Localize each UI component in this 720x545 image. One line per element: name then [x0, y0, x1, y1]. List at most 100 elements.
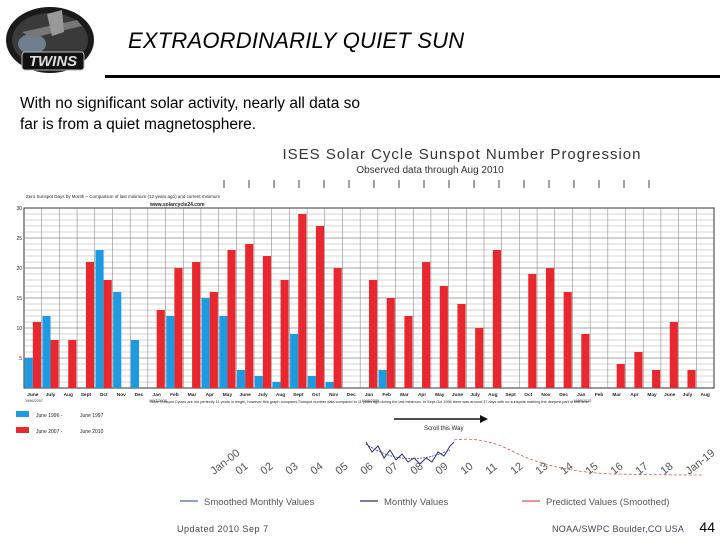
progression-year-label: 17	[633, 460, 650, 477]
month-label: May	[435, 392, 445, 398]
bar-2007	[32, 322, 41, 388]
year-label: 1998/2009	[361, 399, 379, 403]
month-label: Oct	[524, 392, 532, 398]
progression-year-label: 01	[233, 460, 250, 477]
y-tick-label: 15	[16, 296, 22, 302]
year-label: 1997/2008	[149, 399, 167, 403]
bar-1996	[378, 370, 387, 388]
month-label: July	[258, 392, 268, 398]
month-label: Apr	[206, 392, 214, 398]
lower-legend-label: Monthly Values	[384, 497, 448, 508]
bar-1996	[113, 292, 122, 388]
bar-1996	[254, 376, 263, 388]
title-rule	[105, 75, 720, 78]
year-label: 1996/2007	[25, 399, 43, 403]
bar-2007	[192, 262, 201, 388]
progression-year-label: 18	[658, 460, 675, 477]
bar-2007	[634, 352, 643, 388]
progression-year-label: 11	[483, 461, 499, 477]
bar-2007	[298, 214, 307, 388]
y-tick-label: 20	[16, 266, 22, 272]
legend-2007-start: June 2007 -	[36, 429, 63, 435]
chart-annotation: Solar Sunspot Cycles are not perfectly 1…	[150, 400, 590, 404]
slide-title: EXTRAORDINARILY QUIET SUN	[128, 28, 465, 53]
bar-2007	[528, 274, 537, 388]
legend-1996-end: June 1997	[80, 413, 104, 419]
bar-2007	[669, 322, 678, 388]
year-label: 1999/2010	[573, 399, 591, 403]
bar-2007	[545, 268, 555, 388]
bar-2007	[50, 340, 59, 388]
bar-2007	[280, 280, 289, 388]
sunspot-chart: ISES Solar Cycle Sunspot Number Progress…	[16, 146, 717, 534]
slide-subtitle: With no significant solar activity, near…	[20, 95, 361, 133]
month-label: Nov	[329, 392, 338, 398]
y-tick-label: 5	[19, 356, 22, 362]
month-label: Oct	[312, 392, 320, 398]
y-tick-label: 10	[16, 326, 22, 332]
bar-1996	[307, 376, 316, 388]
bar-1996	[325, 382, 334, 388]
bar-2007	[687, 370, 696, 388]
lower-legend-label: Predicted Values (Smoothed)	[546, 497, 669, 508]
progression-year-label: 12	[508, 460, 525, 477]
scroll-arrow-head	[480, 415, 488, 423]
monthly-values-line	[365, 441, 455, 465]
month-label: Oct	[100, 392, 108, 398]
bar-2007	[369, 280, 378, 388]
bar-1996	[130, 340, 139, 388]
progression-year-label: 07	[383, 460, 400, 477]
bar-2007	[85, 262, 95, 388]
month-label: Jan	[153, 392, 161, 398]
bar-2007	[386, 298, 395, 388]
bar-1996	[290, 334, 299, 388]
bar-1996	[95, 250, 104, 388]
footer-noaa: NOAA/SWPC Boulder,CO USA	[552, 524, 684, 534]
month-label: June	[240, 392, 252, 398]
bar-1996	[42, 316, 51, 388]
month-label: Jan	[577, 392, 585, 398]
month-label: Aug	[488, 392, 497, 398]
footer-updated: Updated 2010 Sep 7	[177, 524, 269, 534]
y-tick-label: 25	[16, 236, 22, 242]
progression-year-label: 08	[408, 460, 425, 477]
progression-year-label: 06	[358, 460, 375, 477]
month-label: Apr	[630, 392, 638, 398]
month-label: Mar	[612, 392, 621, 398]
bar-2007	[245, 244, 254, 388]
progression-year-label: 04	[308, 460, 325, 477]
bar-2007	[315, 226, 325, 388]
bar-2007	[652, 370, 661, 388]
bar-2007	[457, 304, 466, 388]
month-label: Mar	[188, 392, 197, 398]
progression-year-label: 10	[458, 460, 475, 477]
chart-note: Zero Sunspot Days by Month – Comparison …	[26, 194, 220, 199]
month-label: Feb	[170, 392, 179, 398]
predicted-line	[453, 438, 705, 476]
bar-2007	[492, 250, 501, 388]
bar-2007	[333, 268, 342, 388]
month-label: Feb	[595, 392, 604, 398]
lower-legend-label: Smoothed Monthly Values	[204, 497, 314, 508]
legend-swatch-1996	[16, 411, 29, 417]
month-label: Feb	[382, 392, 391, 398]
logo-text: TWINS	[29, 53, 77, 70]
progression-year-label: 16	[608, 460, 625, 477]
progression-year-label: Jan-19	[683, 447, 717, 477]
bar-1996	[166, 316, 175, 388]
month-label: Sept	[505, 392, 516, 398]
bar-2007	[227, 250, 236, 388]
bar-2007	[174, 268, 183, 388]
bar-2007	[103, 280, 112, 388]
bar-1996	[272, 382, 281, 388]
month-label: Apr	[418, 392, 426, 398]
month-label: Aug	[700, 392, 709, 398]
bar-2007	[475, 328, 484, 388]
chart-website: www.solarcycle24.com	[149, 202, 205, 208]
progression-year-label: 15	[583, 460, 600, 477]
legend-2007-end: June 2010	[80, 429, 104, 435]
month-label: June	[27, 392, 39, 398]
month-label: May	[647, 392, 657, 398]
month-label: July	[46, 392, 56, 398]
bar-2007	[262, 256, 271, 388]
